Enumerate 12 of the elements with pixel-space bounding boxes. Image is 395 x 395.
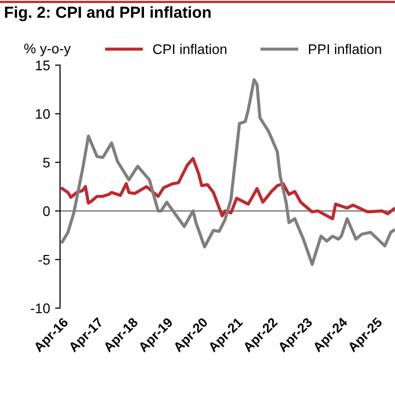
chart-title: Fig. 2: CPI and PPI inflation <box>5 6 211 22</box>
line-series <box>60 78 395 266</box>
y-axis-title: % y-o-y <box>24 44 71 56</box>
y-tick-label: -5 <box>38 254 50 265</box>
y-tick-label: 0 <box>43 206 50 216</box>
line-series <box>60 156 395 220</box>
legend-label: PPI inflation <box>308 44 382 54</box>
legend-label: CPI inflation <box>153 44 226 54</box>
y-tick-label: 10 <box>36 109 50 119</box>
y-tick-label: 5 <box>43 158 50 168</box>
y-tick-label: 15 <box>36 60 50 70</box>
y-tick-label: -10 <box>30 303 50 314</box>
